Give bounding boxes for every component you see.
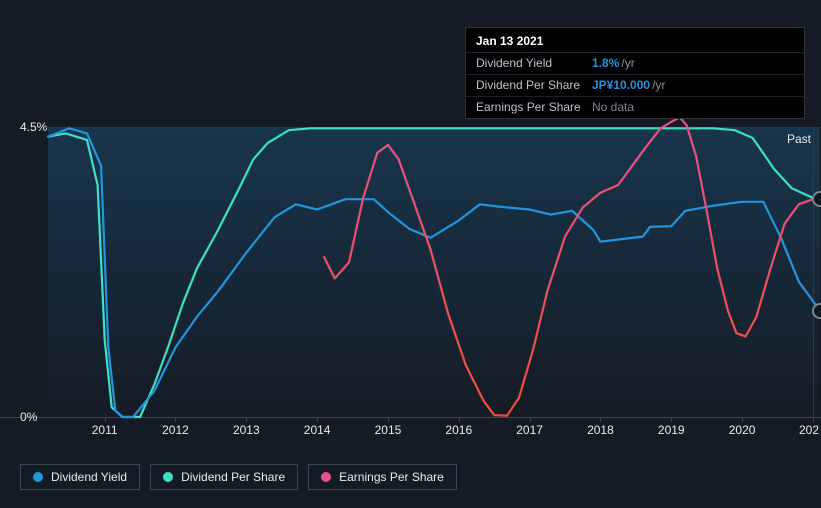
x-axis-label: 2018	[587, 424, 614, 436]
y-axis-label: 0%	[20, 411, 37, 423]
x-axis-tick	[742, 417, 743, 422]
tooltip-unit: /yr	[652, 78, 665, 92]
tooltip-unit: /yr	[621, 56, 634, 70]
legend-item[interactable]: Dividend Yield	[20, 464, 140, 490]
legend-item[interactable]: Dividend Per Share	[150, 464, 298, 490]
x-axis-tick	[459, 417, 460, 422]
y-axis-tick	[44, 127, 48, 128]
x-axis-tick	[317, 417, 318, 422]
x-axis-tick	[105, 417, 106, 422]
x-axis-label: 2015	[375, 424, 402, 436]
scrubber-line[interactable]	[813, 127, 814, 417]
x-axis-tick	[175, 417, 176, 422]
y-axis-tick	[44, 417, 48, 418]
series-handle[interactable]	[812, 191, 821, 207]
legend: Dividend Yield Dividend Per Share Earnings…	[20, 464, 457, 490]
x-axis-label: 2012	[162, 424, 189, 436]
x-axis-label: 2014	[304, 424, 331, 436]
past-label: Past	[787, 127, 811, 151]
legend-label: Dividend Per Share	[181, 470, 285, 484]
x-axis-tick	[246, 417, 247, 422]
x-axis-tick	[600, 417, 601, 422]
tooltip-value: JP¥10.000	[592, 78, 650, 92]
legend-swatch	[163, 472, 173, 482]
x-axis-tick	[530, 417, 531, 422]
x-axis-label: 202	[799, 424, 819, 436]
tooltip-date: Jan 13 2021	[466, 28, 804, 52]
tooltip-row: Dividend Yield 1.8%/yr	[466, 52, 804, 74]
series-handle[interactable]	[812, 303, 821, 319]
plot-background	[48, 127, 820, 417]
tooltip-key: Dividend Per Share	[476, 78, 584, 92]
x-axis-label: 2017	[516, 424, 543, 436]
x-axis-label: 2016	[445, 424, 472, 436]
tooltip-row: Dividend Per Share JP¥10.000/yr	[466, 74, 804, 96]
x-axis-label: 2013	[233, 424, 260, 436]
x-axis-label: 2019	[658, 424, 685, 436]
legend-item[interactable]: Earnings Per Share	[308, 464, 457, 490]
tooltip-nodata: No data	[592, 100, 634, 114]
tooltip-value: 1.8%	[592, 56, 619, 70]
legend-swatch	[321, 472, 331, 482]
x-axis-tick	[671, 417, 672, 422]
chart-frame: Past 4.5%0% 2011201220132014201520162017…	[0, 0, 821, 508]
x-axis-label: 2020	[729, 424, 756, 436]
x-axis-label: 2011	[92, 424, 118, 436]
x-axis-tick	[388, 417, 389, 422]
legend-swatch	[33, 472, 43, 482]
tooltip: Jan 13 2021 Dividend Yield1.8%/yrDividen…	[465, 27, 805, 119]
x-axis-tick	[813, 417, 814, 422]
tooltip-row: Earnings Per Share No data	[466, 96, 804, 118]
x-axis-line	[0, 417, 821, 418]
tooltip-key: Earnings Per Share	[476, 100, 584, 114]
tooltip-key: Dividend Yield	[476, 56, 584, 70]
legend-label: Earnings Per Share	[339, 470, 444, 484]
legend-label: Dividend Yield	[51, 470, 127, 484]
